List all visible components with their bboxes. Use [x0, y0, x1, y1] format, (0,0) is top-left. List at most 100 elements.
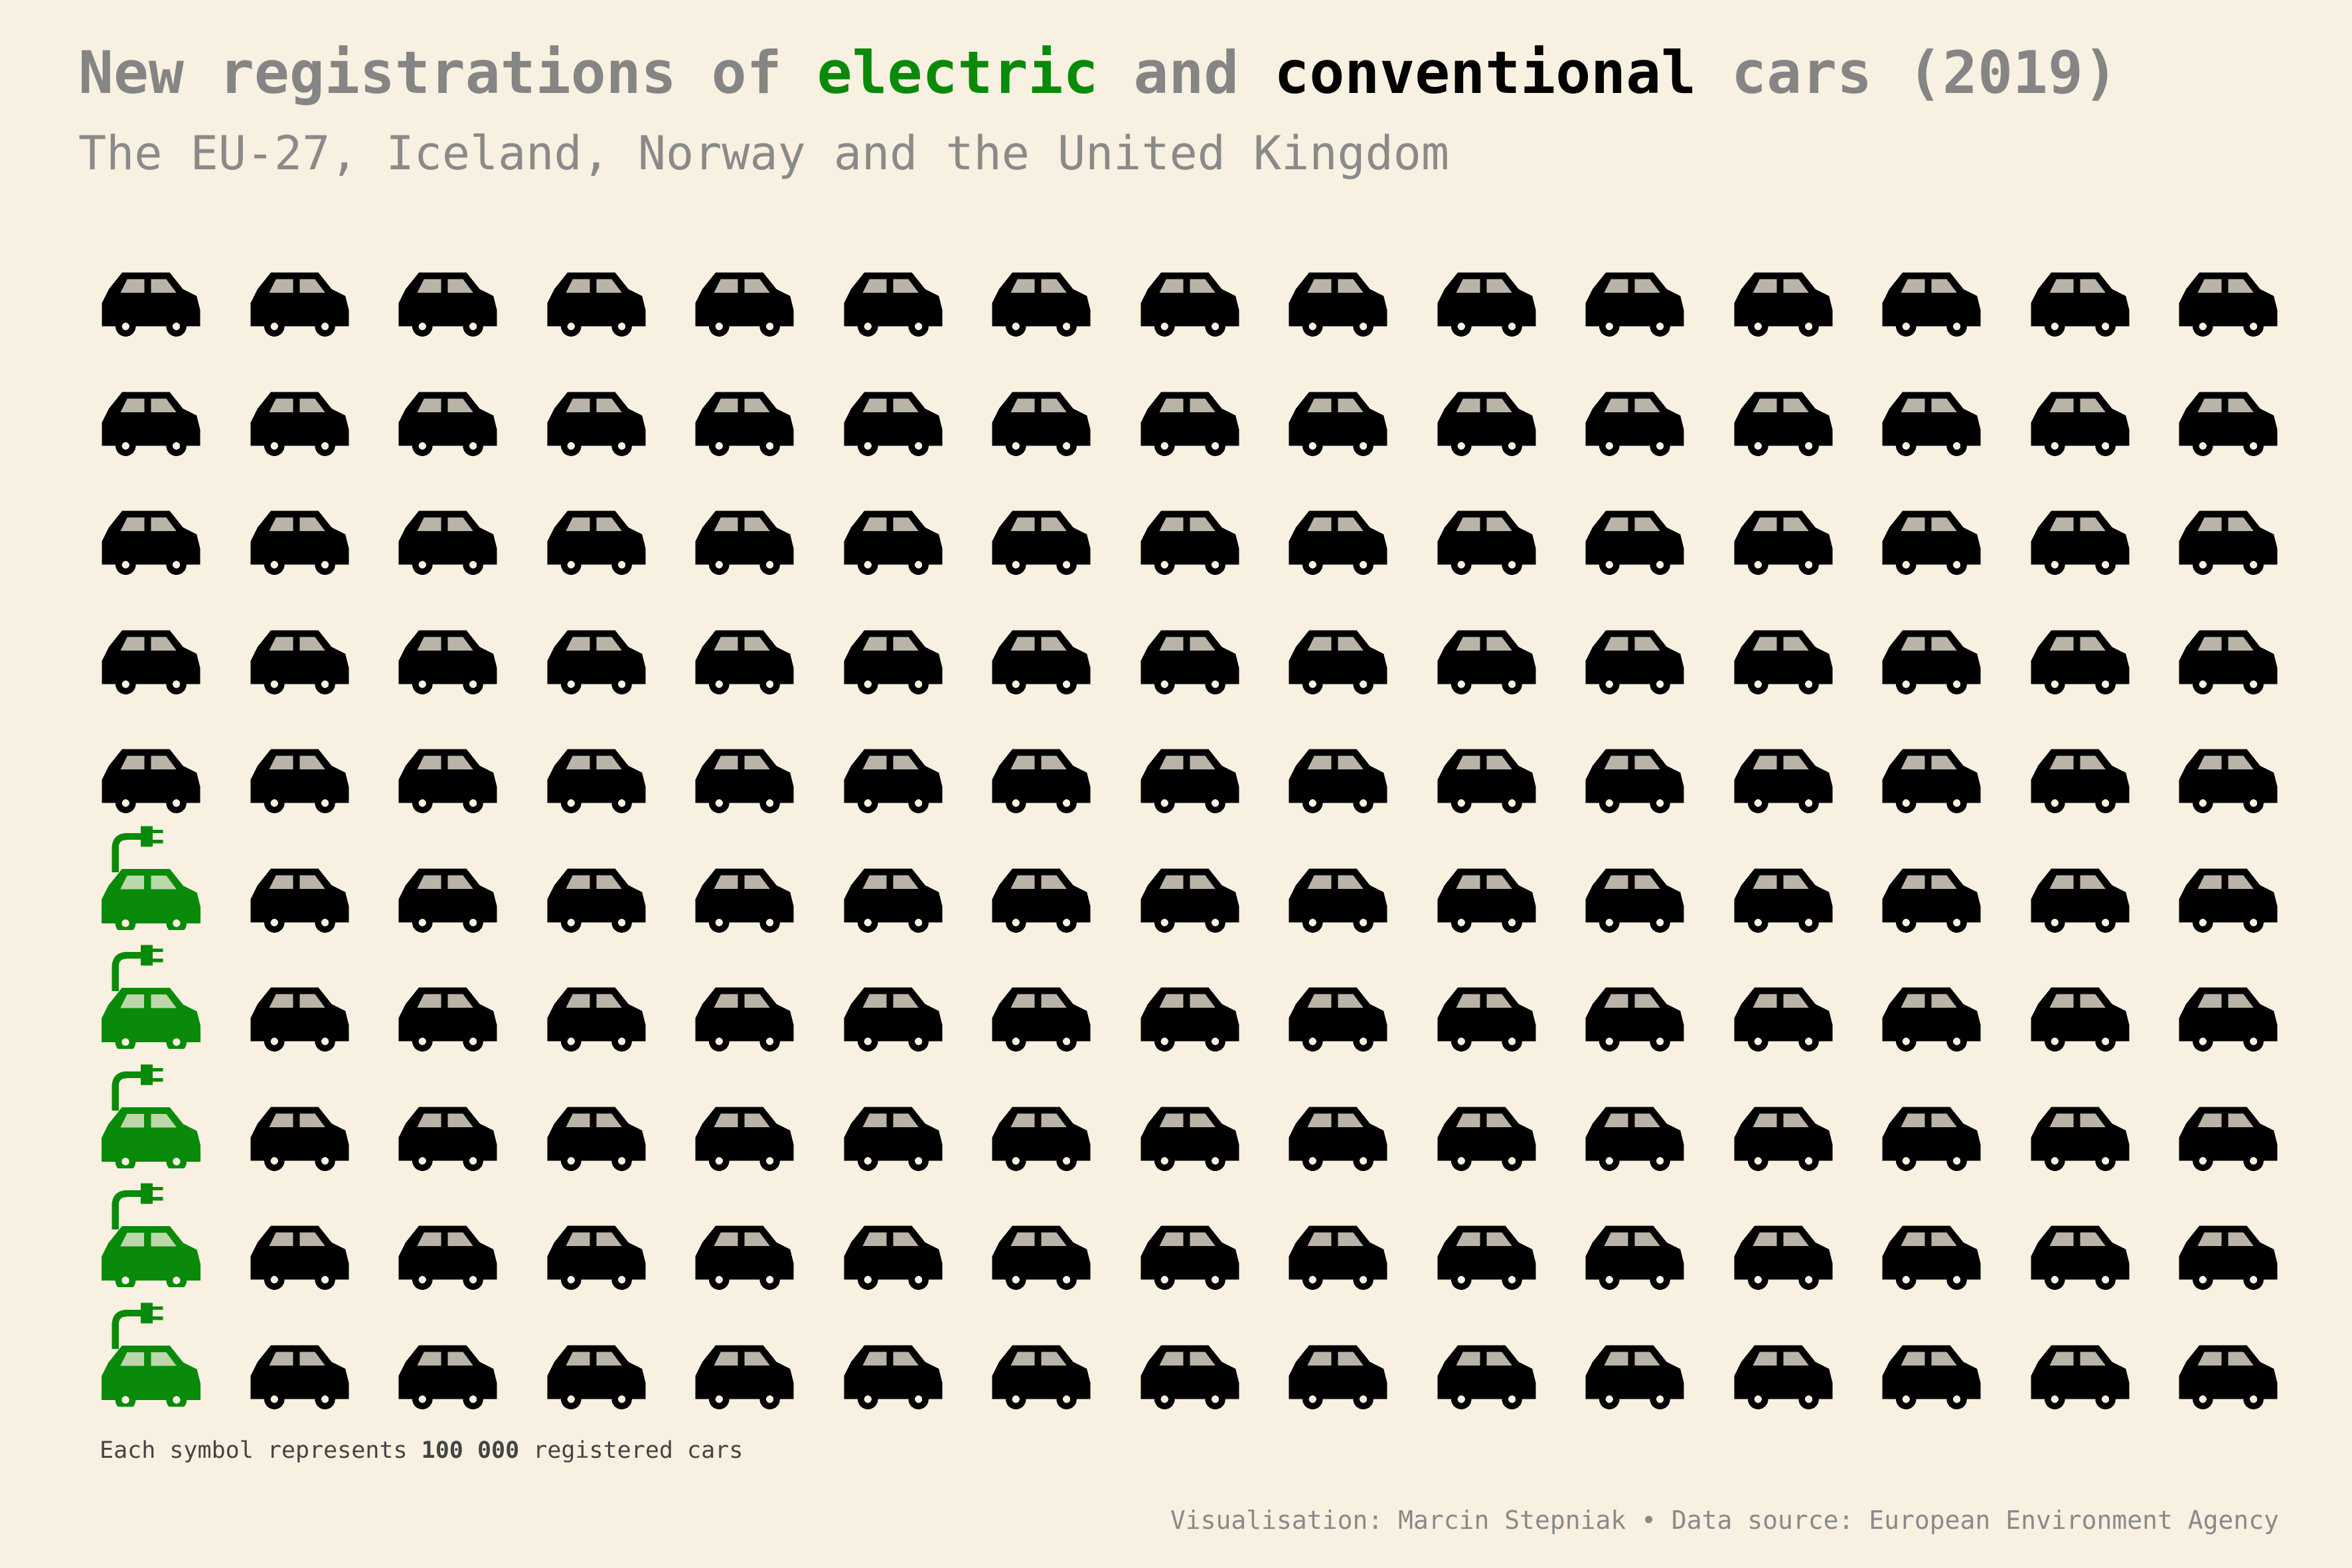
car-icon — [1140, 1106, 1239, 1171]
car-icon — [844, 987, 942, 1052]
car-icon — [250, 629, 349, 694]
car-icon — [992, 272, 1091, 337]
car-icon — [1289, 391, 1387, 456]
car-icon — [547, 868, 645, 933]
car-icon — [547, 1344, 645, 1409]
title-part-2: and — [1098, 39, 1275, 107]
car-icon — [102, 749, 200, 813]
car-icon — [250, 391, 349, 456]
car-icon — [695, 868, 794, 933]
car-icon — [1140, 749, 1239, 813]
car-icon — [2179, 272, 2278, 337]
car-icon — [2031, 749, 2129, 813]
car-icon — [844, 391, 942, 456]
car-icon — [1289, 1225, 1387, 1290]
title-electric: electric — [817, 39, 1099, 107]
car-icon — [398, 629, 497, 694]
car-icon — [1140, 868, 1239, 933]
car-icon — [547, 987, 645, 1052]
car-icon — [102, 510, 200, 575]
car-icon — [695, 629, 794, 694]
car-icon — [398, 868, 497, 933]
title-part-3: cars (2019) — [1696, 39, 2118, 107]
car-icon — [844, 272, 942, 337]
car-icon — [547, 629, 645, 694]
car-icon — [1734, 510, 1832, 575]
car-icon — [2179, 510, 2278, 575]
car-icon — [398, 749, 497, 813]
car-icon — [844, 868, 942, 933]
car-icon — [547, 391, 645, 456]
car-icon — [2179, 868, 2278, 933]
car-icon — [1734, 868, 1832, 933]
unit-note-value: 100 000 — [421, 1437, 520, 1464]
car-icon — [2179, 1106, 2278, 1171]
car-icon — [547, 1106, 645, 1171]
car-icon — [695, 749, 794, 813]
electric-car-icon — [102, 945, 200, 1049]
car-icon — [2031, 391, 2129, 456]
car-icon — [2179, 987, 2278, 1052]
car-icon — [1437, 629, 1535, 694]
car-icon — [2179, 629, 2278, 694]
car-icon — [1289, 749, 1387, 813]
car-icon — [547, 272, 645, 337]
car-icon — [2031, 987, 2129, 1052]
car-icon — [1437, 391, 1535, 456]
car-icon — [102, 391, 200, 456]
car-icon — [398, 987, 497, 1052]
car-icon — [1585, 272, 1684, 337]
car-icon — [2031, 1106, 2129, 1171]
car-icon — [2031, 272, 2129, 337]
car-icon — [1437, 987, 1535, 1052]
electric-car-icon — [102, 826, 200, 930]
car-icon — [695, 1225, 794, 1290]
car-icon — [1437, 510, 1535, 575]
car-icon — [1585, 1344, 1684, 1409]
car-icon — [1882, 1106, 1981, 1171]
car-icon — [1585, 749, 1684, 813]
car-icon — [1882, 391, 1981, 456]
car-icon — [250, 510, 349, 575]
car-icon — [250, 749, 349, 813]
car-icon — [1734, 1106, 1832, 1171]
car-icon — [398, 1106, 497, 1171]
car-icon — [1734, 1344, 1832, 1409]
car-icon — [1289, 629, 1387, 694]
car-icon — [1140, 272, 1239, 337]
car-icon — [547, 749, 645, 813]
title-conventional: conventional — [1274, 39, 1697, 107]
car-icon — [250, 1106, 349, 1171]
chart-subtitle: The EU-27, Iceland, Norway and the Unite… — [78, 126, 1450, 181]
car-icon — [1289, 272, 1387, 337]
car-icon — [1140, 629, 1239, 694]
car-icon — [1289, 1106, 1387, 1171]
car-icon — [992, 1225, 1091, 1290]
car-icon — [102, 629, 200, 694]
car-icon — [695, 391, 794, 456]
car-icon — [2031, 1225, 2129, 1290]
car-icon — [1289, 510, 1387, 575]
car-icon — [250, 1225, 349, 1290]
car-icon — [1585, 868, 1684, 933]
car-icon — [1289, 868, 1387, 933]
car-icon — [695, 987, 794, 1052]
car-icon — [1734, 749, 1832, 813]
car-icon — [1585, 987, 1684, 1052]
car-icon — [1585, 391, 1684, 456]
car-icon — [1437, 749, 1535, 813]
car-icon — [844, 749, 942, 813]
car-icon — [1140, 1225, 1239, 1290]
car-icon — [1585, 1225, 1684, 1290]
car-icon — [2031, 868, 2129, 933]
car-icon — [1140, 510, 1239, 575]
car-icon — [2179, 1344, 2278, 1409]
car-icon — [1585, 510, 1684, 575]
car-icon — [992, 868, 1091, 933]
car-icon — [250, 1344, 349, 1409]
car-icon — [992, 391, 1091, 456]
car-icon — [398, 391, 497, 456]
car-icon — [1140, 987, 1239, 1052]
unit-note: Each symbol represents 100 000 registere… — [100, 1437, 743, 1464]
